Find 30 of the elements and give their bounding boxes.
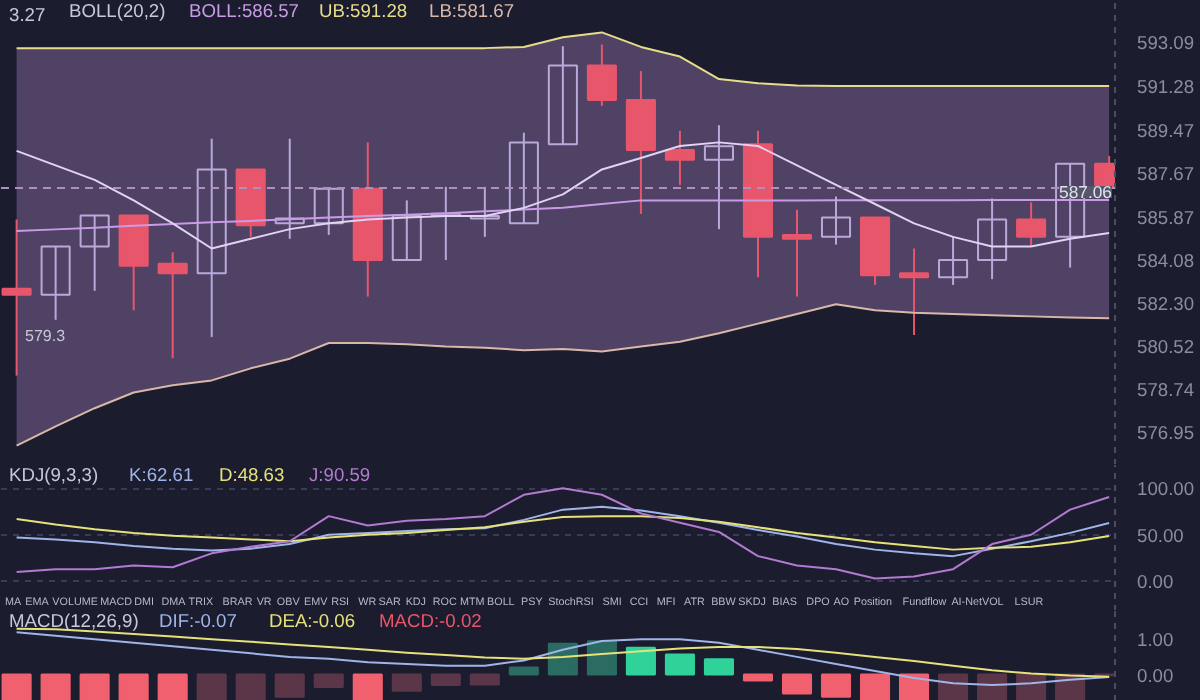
y-tick-label: 578.74 — [1137, 380, 1195, 401]
annotation: MACD:-0.02 — [379, 611, 482, 631]
y-tick-label: 591.28 — [1137, 77, 1195, 98]
y-tick-label: 587.67 — [1137, 164, 1195, 185]
y-tick-label: 576.95 — [1137, 423, 1195, 444]
series-label: DIF:-0.07 — [159, 611, 237, 631]
y-tick-label: 0.00 — [1137, 572, 1174, 593]
y-tick-label: 100.00 — [1137, 479, 1195, 500]
chart-title: BOLL(20,2) — [69, 1, 166, 21]
y-tick-label: 585.87 — [1137, 207, 1195, 228]
text: BOLL:586.57 — [189, 1, 299, 21]
y-tick-label: 593.09 — [1137, 33, 1195, 54]
text: LB:581.67 — [429, 1, 515, 21]
series-label: DEA:-0.06 — [269, 611, 356, 631]
text: K:62.61 — [129, 465, 194, 485]
y-tick-label: 50.00 — [1137, 525, 1184, 546]
y-tick-label: 589.47 — [1137, 120, 1195, 141]
series-label: J:90.59 — [309, 465, 371, 485]
chart-title: KDJ(9,3,3) — [9, 465, 99, 485]
series-label: UB:591.28 — [319, 1, 408, 21]
y-tick-label: 582.30 — [1137, 294, 1195, 315]
y-tick-label: 0.00 — [1137, 665, 1174, 686]
text: D:48.63 — [219, 465, 285, 485]
annotation: 579.3 — [25, 327, 67, 345]
y-tick-label: 580.52 — [1137, 337, 1195, 358]
y-tick-label: 1.00 — [1137, 630, 1174, 651]
chart-title: MACD(12,26,9) — [9, 611, 139, 631]
ref-line-label: 587.06 — [1059, 182, 1113, 203]
y-tick-label: 584.08 — [1137, 251, 1195, 272]
annotation: 3.27 — [9, 5, 46, 25]
